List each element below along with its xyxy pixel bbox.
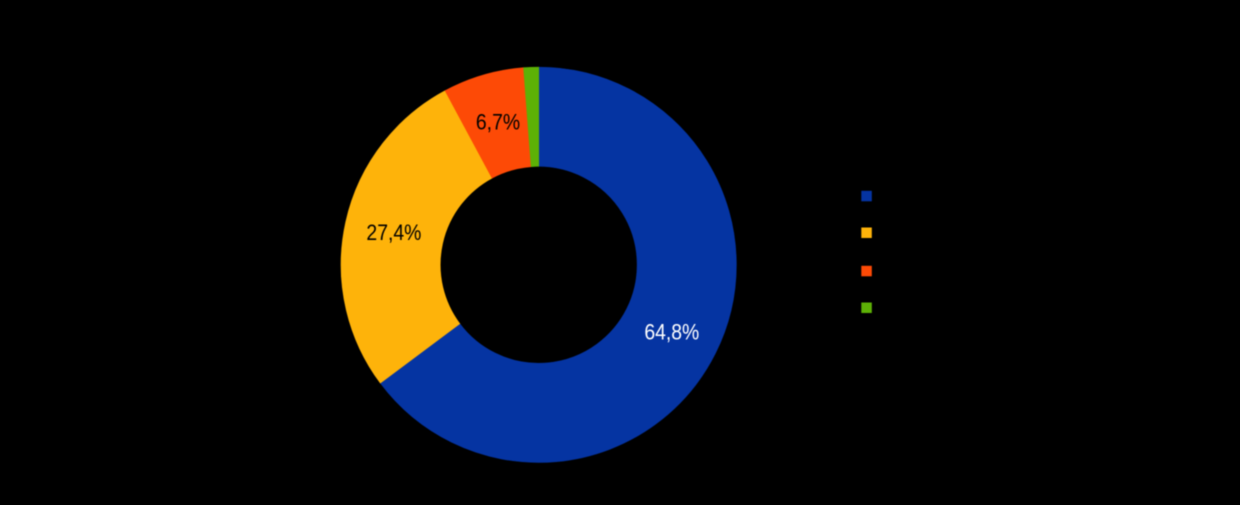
svg-text:6,7%: 6,7%	[476, 110, 520, 135]
svg-text:27,4%: 27,4%	[366, 221, 421, 246]
svg-text:64,8%: 64,8%	[644, 320, 699, 345]
